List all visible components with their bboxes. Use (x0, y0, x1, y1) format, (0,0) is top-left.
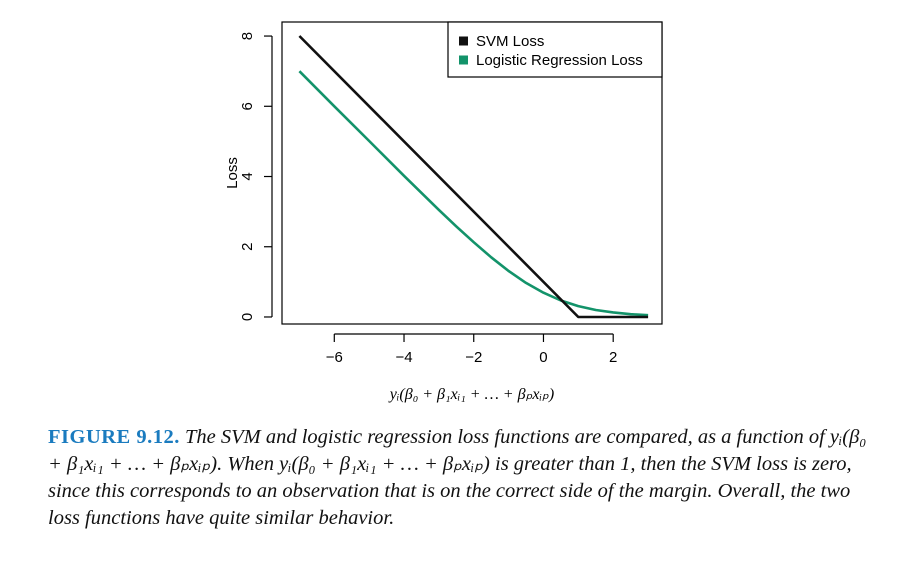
legend-label: SVM Loss (476, 33, 544, 50)
y-axis-label: Loss (224, 157, 241, 189)
y-tick-label: 4 (239, 172, 256, 180)
x-tick-label: −2 (465, 349, 482, 366)
x-tick-label: −6 (326, 349, 343, 366)
legend-label: Logistic Regression Loss (476, 52, 643, 69)
x-tick-label: 0 (539, 349, 547, 366)
loss-chart: −6 −4 −2 0 2 0 2 4 6 8 SVM Loss Logistic Regressio… (224, 21, 663, 403)
logistic-loss-line (298, 70, 649, 317)
y-tick-label: 2 (239, 243, 256, 251)
legend-swatch (459, 55, 468, 65)
figure-caption: FIGURE 9.12. The SVM and logistic regres… (48, 424, 868, 532)
legend: SVM Loss Logistic Regression Loss (447, 21, 663, 78)
x-axis-label: yᵢ(β₀ + β₁xᵢ₁ + … + βₚxᵢₚ) (388, 386, 554, 403)
y-tick-label: 8 (239, 32, 256, 40)
svm-loss-line (298, 35, 649, 319)
legend-swatch (459, 36, 468, 46)
caption-text: The SVM and logistic regression loss fun… (48, 426, 867, 529)
y-tick-label: 0 (239, 313, 256, 321)
caption-label: FIGURE 9.12. (48, 426, 180, 448)
y-tick-label: 6 (239, 102, 256, 110)
legend-box (447, 21, 663, 78)
x-tick-label: −4 (395, 349, 412, 366)
x-tick-label: 2 (609, 349, 617, 366)
